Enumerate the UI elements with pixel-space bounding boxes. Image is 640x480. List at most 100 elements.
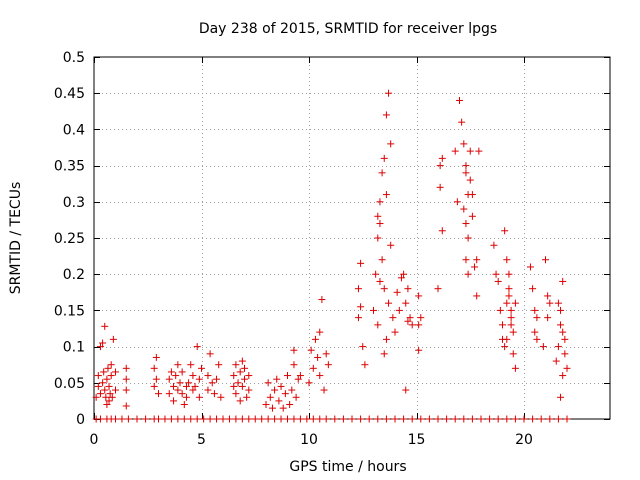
- data-point: [357, 303, 365, 311]
- grid: [94, 57, 610, 419]
- data-point: [451, 415, 459, 423]
- data-point: [284, 372, 291, 380]
- x-tick-label: 5: [197, 432, 206, 448]
- data-point: [100, 368, 108, 376]
- data-point: [264, 379, 272, 387]
- data-point: [339, 415, 347, 423]
- data-point: [520, 415, 528, 423]
- data-point: [509, 350, 517, 358]
- data-point: [477, 415, 485, 423]
- data-point: [529, 285, 537, 293]
- data-point: [102, 393, 110, 401]
- data-point: [213, 375, 221, 383]
- data-point: [511, 364, 519, 372]
- data-point: [189, 386, 197, 394]
- data-point: [290, 415, 298, 423]
- data-point: [152, 375, 160, 383]
- y-tick-label: 0.25: [54, 231, 85, 247]
- data-point: [266, 393, 274, 401]
- data-point: [415, 292, 423, 300]
- data-point: [496, 306, 504, 314]
- data-point: [458, 118, 466, 126]
- data-point: [167, 368, 175, 376]
- y-tick-label: 0.3: [63, 195, 85, 211]
- data-point: [382, 191, 390, 199]
- chart-title: Day 238 of 2015, SRMTID for receiver lpg…: [199, 21, 497, 37]
- x-tick-label: 15: [408, 432, 426, 448]
- data-point: [105, 397, 113, 405]
- data-point: [531, 328, 539, 336]
- data-point: [554, 299, 562, 307]
- data-point: [165, 390, 173, 398]
- data-point: [460, 140, 468, 148]
- data-point: [187, 361, 195, 369]
- data-point: [232, 361, 240, 369]
- data-point: [460, 205, 468, 213]
- data-point: [174, 415, 182, 423]
- y-tick-label: 0.35: [54, 159, 85, 175]
- data-point: [451, 147, 459, 155]
- data-point: [284, 415, 291, 423]
- data-point: [563, 364, 571, 372]
- data-point: [507, 314, 515, 322]
- data-point: [393, 288, 401, 296]
- data-points: [92, 89, 571, 423]
- data-point: [395, 306, 403, 314]
- data-point: [142, 415, 150, 423]
- data-point: [225, 415, 233, 423]
- data-point: [309, 415, 317, 423]
- data-point: [322, 415, 330, 423]
- data-point: [307, 346, 315, 354]
- data-point: [462, 220, 470, 228]
- data-point: [494, 277, 502, 285]
- data-point: [290, 361, 298, 369]
- data-point: [408, 321, 416, 329]
- data-point: [193, 343, 201, 351]
- data-point: [200, 415, 208, 423]
- data-point: [294, 375, 302, 383]
- data-point: [539, 343, 547, 351]
- data-point: [180, 401, 188, 409]
- data-point: [101, 322, 109, 330]
- data-point: [112, 368, 119, 376]
- y-tick-label: 0.15: [54, 303, 85, 319]
- data-point: [438, 227, 446, 235]
- data-point: [241, 364, 248, 372]
- data-point: [165, 375, 173, 383]
- y-axis-label: SRMTID / TECUs: [8, 182, 24, 295]
- data-point: [380, 285, 388, 293]
- data-point: [241, 375, 248, 383]
- data-point: [361, 361, 369, 369]
- data-point: [438, 154, 446, 162]
- data-point: [210, 390, 218, 398]
- data-point: [155, 390, 162, 398]
- data-point: [245, 415, 253, 423]
- data-point: [473, 292, 481, 300]
- data-point: [559, 277, 567, 285]
- data-point: [208, 379, 216, 387]
- data-point: [544, 314, 552, 322]
- data-point: [238, 357, 246, 365]
- x-axis-label: GPS time / hours: [289, 459, 406, 475]
- data-point: [387, 140, 395, 148]
- data-point: [150, 364, 158, 372]
- data-point: [281, 390, 289, 398]
- data-point: [172, 372, 180, 380]
- data-point: [402, 386, 410, 394]
- data-point: [475, 147, 483, 155]
- data-point: [434, 415, 442, 423]
- data-point: [505, 285, 513, 293]
- data-point: [277, 415, 285, 423]
- data-point: [322, 350, 330, 358]
- data-point: [277, 382, 285, 390]
- x-tick-label: 10: [300, 432, 318, 448]
- data-point: [107, 372, 115, 380]
- data-point: [251, 415, 259, 423]
- data-point: [468, 212, 476, 220]
- data-point: [501, 227, 509, 235]
- data-point: [462, 162, 470, 170]
- data-point: [554, 343, 562, 351]
- data-point: [112, 415, 119, 423]
- data-point: [96, 343, 104, 351]
- data-point: [150, 382, 158, 390]
